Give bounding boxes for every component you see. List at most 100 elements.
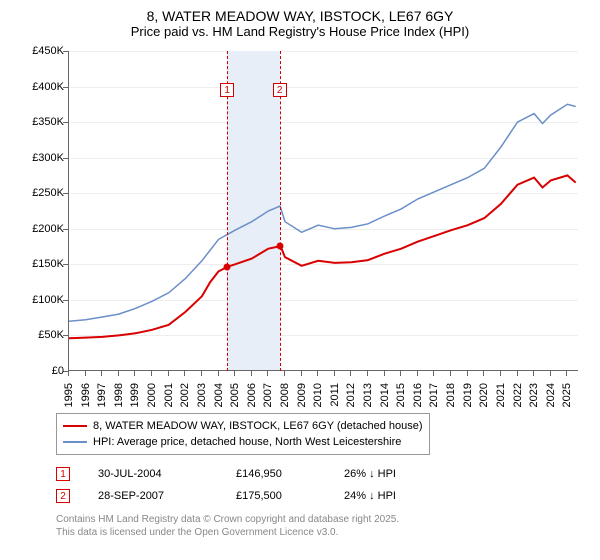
x-axis-label: 2024 [545, 383, 557, 407]
y-axis-label: £200K [32, 223, 64, 235]
x-axis-label: 2019 [462, 383, 474, 407]
line-chart-svg [69, 51, 579, 371]
x-axis-label: 2022 [512, 383, 524, 407]
sale-data-rows: 1 30-JUL-2004 £146,950 26% ↓ HPI 2 28-SEP-200… [56, 463, 600, 507]
attribution-line: Contains HM Land Registry data © Crown c… [56, 513, 600, 526]
x-tick [550, 371, 551, 376]
sale-price: £146,950 [236, 468, 316, 480]
marker-box: 2 [273, 83, 287, 97]
x-axis-label: 2018 [445, 383, 457, 407]
x-axis-label: 2009 [296, 383, 308, 407]
y-axis-label: £250K [32, 187, 64, 199]
sale-dot [276, 243, 283, 250]
attribution-line: This data is licensed under the Open Gov… [56, 526, 600, 539]
x-tick [433, 371, 434, 376]
x-tick [234, 371, 235, 376]
x-axis-label: 2002 [179, 383, 191, 407]
x-tick [151, 371, 152, 376]
x-axis-label: 2010 [312, 383, 324, 407]
x-tick [251, 371, 252, 376]
x-tick [134, 371, 135, 376]
legend-row: HPI: Average price, detached house, Nort… [63, 434, 423, 450]
x-tick [168, 371, 169, 376]
x-tick [350, 371, 351, 376]
sale-price: £175,500 [236, 490, 316, 502]
x-tick [284, 371, 285, 376]
sale-delta: 24% ↓ HPI [344, 490, 396, 502]
legend-swatch [63, 441, 87, 443]
x-tick [201, 371, 202, 376]
legend-swatch [63, 425, 87, 427]
chart-area: £0 £50K £100K £150K £200K £250K £300K £350K £400… [18, 45, 588, 405]
marker-line [227, 51, 228, 371]
x-tick [384, 371, 385, 376]
y-axis-label: £0 [52, 365, 64, 377]
x-axis-label: 2011 [329, 383, 341, 407]
data-row: 2 28-SEP-2007 £175,500 24% ↓ HPI [56, 485, 600, 507]
x-tick [367, 371, 368, 376]
plot-area [68, 51, 578, 371]
legend: 8, WATER MEADOW WAY, IBSTOCK, LE67 6GY (… [56, 413, 430, 455]
sale-date: 30-JUL-2004 [98, 468, 208, 480]
sale-delta: 26% ↓ HPI [344, 468, 396, 480]
x-axis-label: 2006 [246, 383, 258, 407]
series-hpi [69, 104, 576, 321]
x-tick [483, 371, 484, 376]
legend-row: 8, WATER MEADOW WAY, IBSTOCK, LE67 6GY (… [63, 418, 423, 434]
x-axis-label: 2023 [528, 383, 540, 407]
attribution: Contains HM Land Registry data © Crown c… [56, 513, 600, 539]
y-axis-label: £50K [38, 329, 64, 341]
x-axis-label: 2020 [478, 383, 490, 407]
x-axis-label: 1998 [113, 383, 125, 407]
x-axis-label: 2005 [229, 383, 241, 407]
y-axis-label: £300K [32, 152, 64, 164]
x-tick [301, 371, 302, 376]
x-axis-label: 2012 [345, 383, 357, 407]
x-axis-label: 1995 [63, 383, 75, 407]
chart-title: 8, WATER MEADOW WAY, IBSTOCK, LE67 6GY [0, 0, 600, 24]
x-axis-label: 2000 [146, 383, 158, 407]
y-axis-label: £100K [32, 294, 64, 306]
x-axis-label: 2016 [412, 383, 424, 407]
x-axis-label: 2003 [196, 383, 208, 407]
marker-line [280, 51, 281, 371]
y-axis-label: £150K [32, 258, 64, 270]
sale-dot [224, 263, 231, 270]
sale-date: 28-SEP-2007 [98, 490, 208, 502]
x-tick [267, 371, 268, 376]
x-tick [118, 371, 119, 376]
x-axis-label: 1999 [129, 383, 141, 407]
x-axis-label: 2004 [213, 383, 225, 407]
x-tick [417, 371, 418, 376]
y-axis-label: £450K [32, 45, 64, 57]
x-axis-label: 2001 [163, 383, 175, 407]
x-axis-label: 2014 [379, 383, 391, 407]
series-property [69, 175, 576, 338]
x-axis-label: 2008 [279, 383, 291, 407]
data-row: 1 30-JUL-2004 £146,950 26% ↓ HPI [56, 463, 600, 485]
marker-box: 1 [56, 467, 70, 481]
x-tick [400, 371, 401, 376]
x-tick [517, 371, 518, 376]
x-tick [566, 371, 567, 376]
x-axis-label: 2013 [362, 383, 374, 407]
marker-box: 1 [220, 83, 234, 97]
y-axis-label: £350K [32, 116, 64, 128]
x-tick [184, 371, 185, 376]
x-axis-label: 2015 [395, 383, 407, 407]
x-tick [450, 371, 451, 376]
x-tick [500, 371, 501, 376]
x-tick [68, 371, 69, 376]
x-tick [218, 371, 219, 376]
y-axis-label: £400K [32, 81, 64, 93]
x-tick [101, 371, 102, 376]
x-axis-label: 1996 [80, 383, 92, 407]
x-tick [334, 371, 335, 376]
x-axis-label: 2021 [495, 383, 507, 407]
x-tick [317, 371, 318, 376]
marker-box: 2 [56, 489, 70, 503]
x-tick [85, 371, 86, 376]
legend-label: 8, WATER MEADOW WAY, IBSTOCK, LE67 6GY (… [93, 420, 423, 432]
x-axis-label: 2007 [262, 383, 274, 407]
x-axis-label: 1997 [96, 383, 108, 407]
